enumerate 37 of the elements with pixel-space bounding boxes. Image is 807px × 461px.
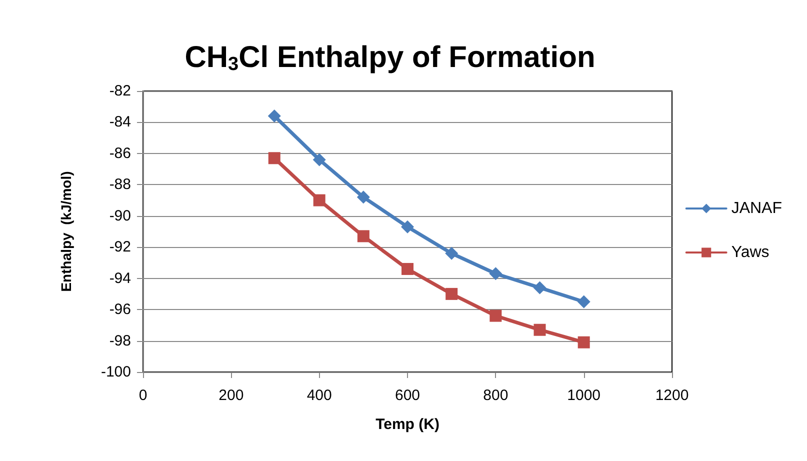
legend-label: Yaws bbox=[731, 244, 770, 261]
point bbox=[446, 288, 458, 300]
x-tick-label: 200 bbox=[218, 387, 244, 404]
y-tick-label: -86 bbox=[109, 144, 131, 162]
legend-label: JANAF bbox=[731, 200, 782, 217]
x-tick-label: 600 bbox=[394, 387, 420, 404]
y-tick-label: -90 bbox=[109, 207, 131, 224]
y-tick-label: -88 bbox=[109, 176, 131, 194]
point bbox=[356, 190, 370, 204]
point bbox=[313, 194, 326, 206]
x-tick-label: 1200 bbox=[655, 387, 689, 404]
point bbox=[490, 310, 502, 322]
y-tick-label: -94 bbox=[109, 270, 131, 287]
point bbox=[268, 109, 281, 122]
point bbox=[489, 267, 502, 280]
y-tick-label: -100 bbox=[100, 364, 131, 380]
y-axis-title: Enthalpy (kJ/mol) bbox=[58, 171, 74, 292]
point bbox=[402, 262, 414, 275]
x-tick-label: 800 bbox=[483, 387, 508, 404]
y-tick-label: -96 bbox=[109, 301, 131, 318]
point bbox=[401, 220, 414, 234]
x-tick-label: 400 bbox=[306, 387, 332, 404]
point bbox=[577, 295, 590, 308]
y-tick-label: -98 bbox=[109, 332, 131, 350]
point bbox=[578, 336, 590, 348]
point bbox=[357, 230, 370, 242]
x-tick-label: 0 bbox=[138, 387, 148, 404]
x-axis-title: Temp (K) bbox=[376, 416, 440, 433]
point bbox=[533, 281, 546, 294]
y-tick-label: -92 bbox=[109, 238, 131, 256]
point bbox=[534, 324, 546, 336]
point bbox=[445, 246, 458, 260]
x-tick-label: 1000 bbox=[567, 387, 601, 404]
point bbox=[268, 152, 280, 164]
point bbox=[312, 153, 326, 166]
y-tick-label: -82 bbox=[109, 82, 131, 100]
y-tick-label: -84 bbox=[109, 114, 131, 131]
